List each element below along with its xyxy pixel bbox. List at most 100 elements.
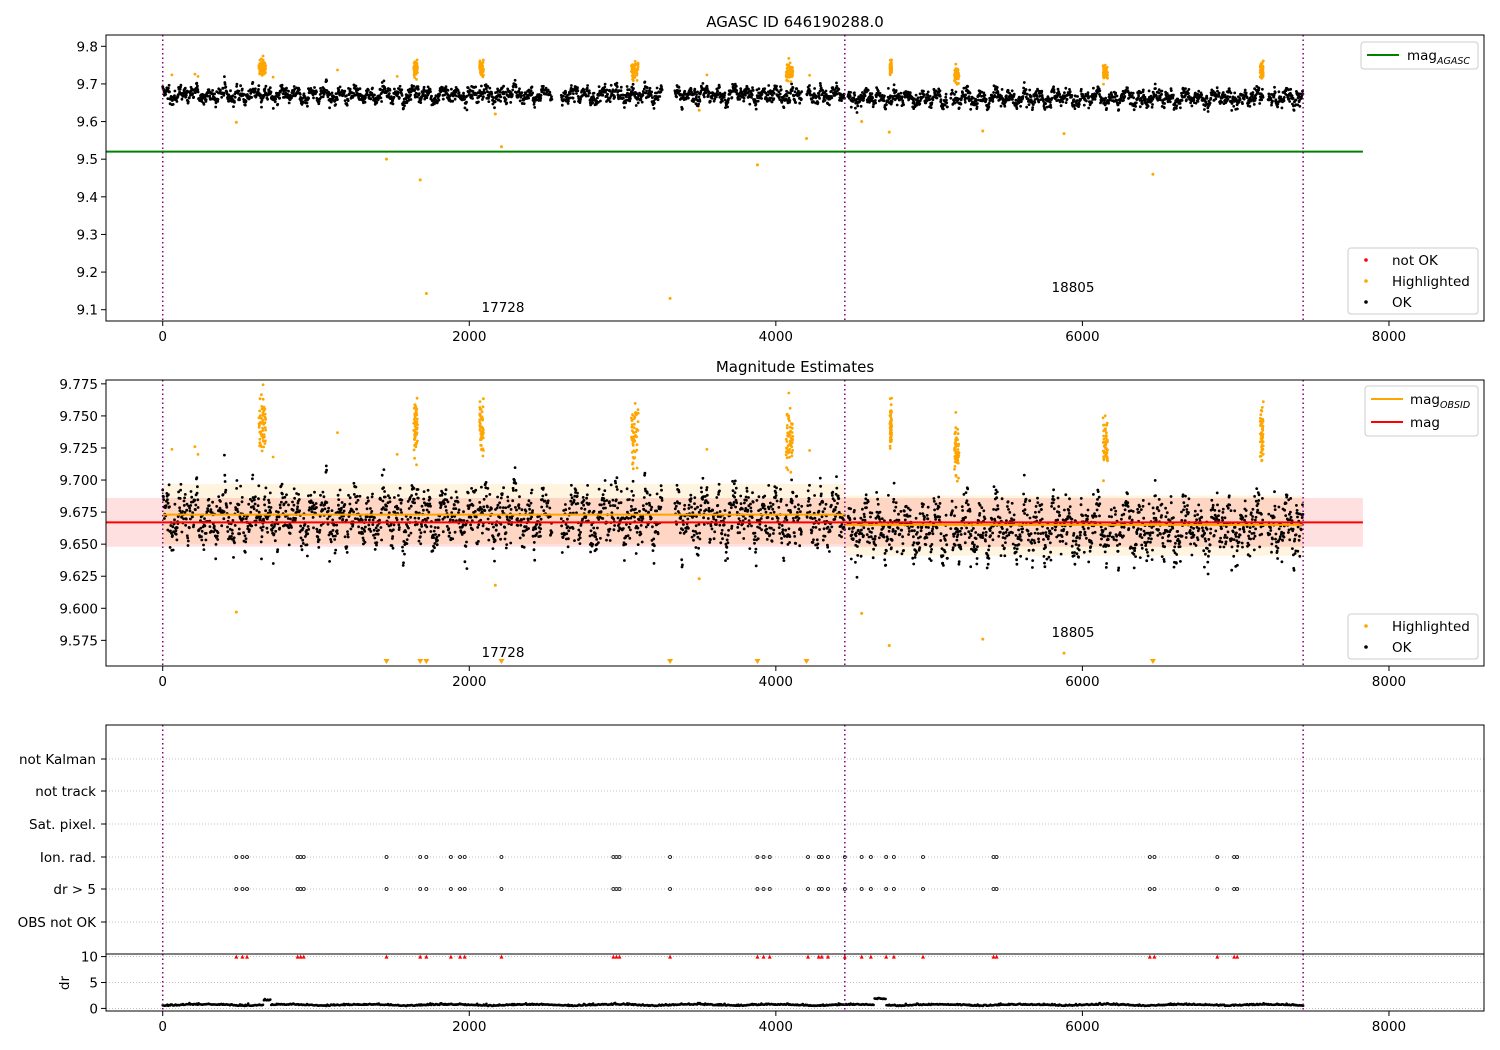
ok-point: [756, 99, 760, 103]
ok-point: [248, 528, 251, 532]
ok-point: [441, 491, 444, 495]
ok-point: [481, 524, 485, 528]
ok-point: [428, 87, 432, 91]
ok-point: [290, 526, 293, 529]
ok-point: [336, 98, 339, 101]
ok-point: [499, 99, 502, 103]
ok-point: [966, 85, 970, 88]
ok-point: [419, 542, 423, 546]
ok-point: [267, 498, 270, 502]
ok-point: [1243, 88, 1247, 92]
ok-point: [1226, 97, 1230, 101]
ok-point: [327, 533, 331, 537]
ok-point: [370, 510, 374, 513]
panel1-frame: [105, 34, 1485, 322]
ok-point: [438, 93, 441, 96]
highlighted-point: [630, 65, 634, 68]
ok-point: [582, 88, 586, 92]
ok-point: [379, 96, 383, 100]
ok-point: [1118, 101, 1122, 105]
ok-point: [307, 494, 310, 498]
ok-point: [945, 101, 949, 105]
ok-point: [444, 509, 448, 512]
y-tick-label: 9.4: [77, 190, 98, 206]
ok-point: [243, 534, 247, 538]
ok-point: [987, 105, 991, 109]
ok-point: [950, 88, 954, 92]
ok-point: [262, 498, 266, 501]
ok-point: [1292, 109, 1296, 112]
ok-point: [338, 85, 342, 89]
highlighted-point: [415, 61, 419, 65]
ok-point: [530, 515, 533, 519]
highlighted-point: [395, 75, 399, 78]
ok-point: [398, 84, 402, 88]
ok-point: [233, 95, 237, 99]
ok-point: [1105, 107, 1108, 110]
ok-point: [277, 510, 280, 514]
ok-point: [278, 503, 282, 507]
ok-point: [1298, 104, 1302, 108]
ok-point: [215, 534, 219, 538]
ok-point: [531, 91, 534, 95]
highlighted-point: [888, 65, 892, 69]
ok-point: [466, 491, 470, 495]
ok-point: [503, 537, 507, 541]
ok-point: [348, 496, 352, 500]
ok-point: [285, 493, 288, 497]
ok-point: [849, 91, 852, 94]
ok-point: [351, 523, 355, 526]
ok-point: [269, 506, 273, 509]
ok-point: [763, 87, 767, 90]
highlighted-point: [1102, 82, 1105, 86]
ok-point: [471, 504, 475, 507]
ok-point: [404, 530, 408, 534]
ok-point: [306, 554, 309, 558]
ok-point: [363, 529, 367, 533]
ok-point: [168, 505, 171, 509]
ok-point: [238, 98, 242, 102]
ok-point: [216, 538, 220, 541]
ok-point: [849, 105, 853, 109]
ok-point: [341, 518, 345, 521]
ok-point: [406, 518, 410, 521]
ok-point: [211, 89, 215, 92]
ok-point: [793, 90, 797, 94]
ok-point: [1163, 102, 1166, 105]
ok-point: [530, 85, 534, 89]
ok-point: [470, 487, 473, 490]
ok-point: [1015, 107, 1019, 110]
ok-point: [188, 526, 191, 530]
ok-point: [280, 500, 283, 504]
ok-point: [498, 501, 501, 505]
ok-point: [894, 89, 898, 92]
ok-point: [873, 99, 877, 102]
ok-point: [535, 532, 539, 535]
ok-point: [446, 88, 450, 92]
ok-point: [586, 94, 590, 98]
ok-point: [283, 95, 287, 99]
ok-point: [480, 84, 483, 88]
ok-point: [224, 488, 228, 492]
ok-point: [518, 536, 522, 540]
ok-point: [775, 84, 778, 88]
ok-point: [433, 542, 437, 545]
ok-point: [184, 94, 188, 97]
panel1-boundaries: [161, 35, 1304, 321]
ok-point: [171, 525, 175, 529]
ok-point: [486, 85, 490, 88]
ok-point: [336, 532, 339, 535]
ok-point: [1052, 85, 1055, 89]
highlighted-outlier-point: [234, 120, 238, 124]
ok-point: [432, 529, 436, 533]
highlighted-point: [633, 60, 637, 63]
highlighted-point: [196, 75, 200, 78]
highlighted-point: [788, 73, 792, 77]
ok-point: [592, 91, 596, 95]
ok-point: [539, 534, 542, 538]
ok-point: [306, 525, 310, 528]
ok-point: [648, 86, 652, 90]
highlighted-point: [414, 68, 417, 72]
ok-point: [207, 504, 211, 507]
ok-point: [983, 93, 987, 97]
